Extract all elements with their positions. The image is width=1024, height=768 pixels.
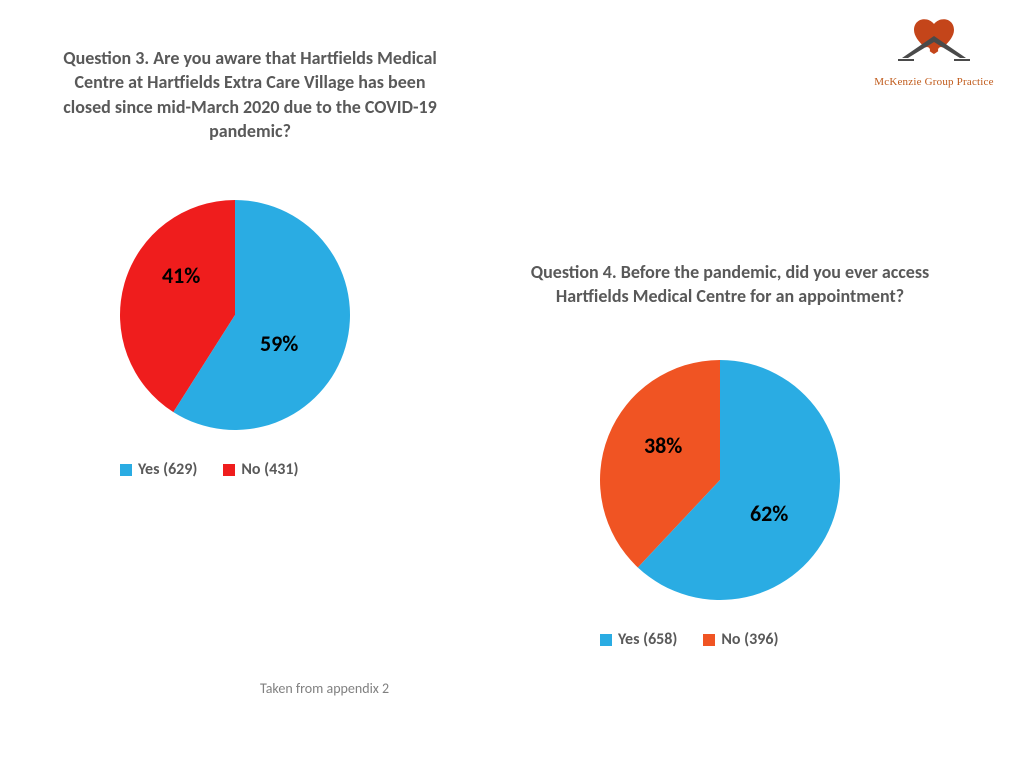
- legend-swatch-icon: [600, 634, 612, 646]
- logo-graphic: [864, 18, 1004, 78]
- chart2-legend-no: No (396): [721, 630, 778, 649]
- chart1-legend-no: No (431): [241, 460, 298, 479]
- footer-note: Taken from appendix 2: [260, 680, 389, 697]
- legend-swatch-icon: [703, 634, 715, 646]
- chart2-slice-yes-label: 62%: [750, 500, 788, 527]
- legend-swatch-icon: [223, 464, 235, 476]
- chart2-title: Question 4. Before the pandemic, did you…: [510, 260, 950, 309]
- chart1-legend-yes: Yes (629): [138, 460, 197, 479]
- chart1-pie: 59% 41%: [120, 200, 350, 430]
- chart1-legend: Yes (629) No (431): [120, 460, 298, 479]
- chart2-pie-svg: [600, 360, 840, 600]
- chart2-pie: 62% 38%: [600, 360, 840, 600]
- chart1-slice-no-label: 41%: [162, 262, 200, 289]
- chart2-legend: Yes (658) No (396): [600, 630, 778, 649]
- chart2-slice-no-label: 38%: [644, 432, 682, 459]
- chart1-slice-yes-label: 59%: [260, 330, 298, 357]
- org-logo: McKenzie Group Practice: [864, 18, 1004, 98]
- logo-text: McKenzie Group Practice: [864, 76, 1004, 88]
- chart1-pie-svg: [120, 200, 350, 430]
- legend-swatch-icon: [120, 464, 132, 476]
- slide-canvas: McKenzie Group Practice Question 3. Are …: [0, 0, 1024, 768]
- chart1-title: Question 3. Are you aware that Hartfield…: [60, 46, 440, 143]
- chart2-legend-yes: Yes (658): [618, 630, 677, 649]
